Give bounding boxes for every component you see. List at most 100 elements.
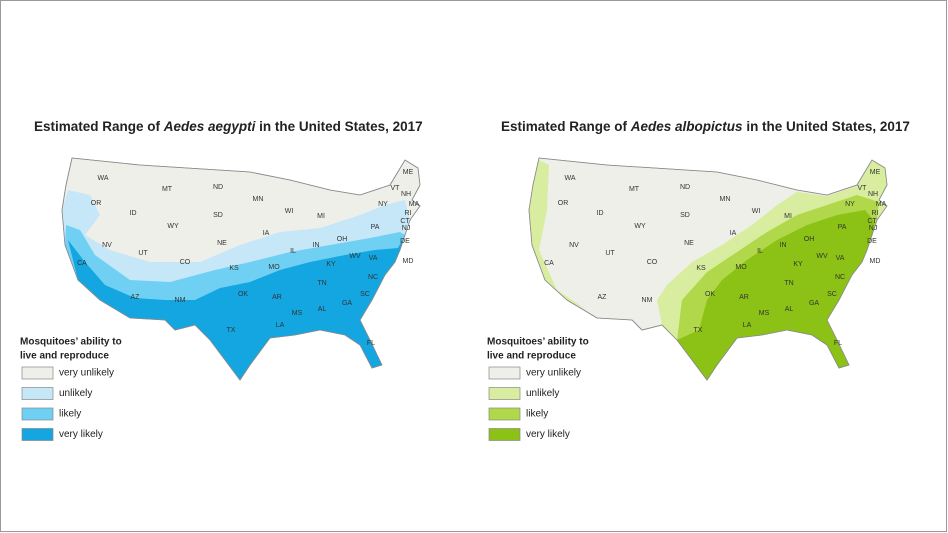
legend-swatch [21, 428, 54, 441]
state-label: IL [757, 248, 763, 255]
state-label: MN [253, 196, 264, 203]
state-label: CA [544, 260, 554, 267]
state-label: WA [564, 175, 575, 182]
range-zone [68, 235, 405, 380]
state-label: MS [759, 310, 770, 317]
state-label: CT [867, 218, 877, 225]
state-label: NE [684, 240, 694, 247]
map-title: Estimated Range of Aedes albopictus in t… [501, 119, 910, 134]
state-label: KS [696, 265, 706, 272]
map-title: Estimated Range of Aedes aegypti in the … [34, 119, 423, 134]
state-label: VT [858, 185, 868, 192]
state-label: TX [227, 327, 236, 334]
legend-label: very likely [526, 429, 570, 440]
state-label: RI [872, 210, 879, 217]
state-label: VT [391, 185, 401, 192]
state-label: TN [317, 280, 326, 287]
state-label: ME [403, 169, 414, 176]
state-label: MO [735, 264, 747, 271]
state-label: MS [292, 310, 303, 317]
legend-swatch [488, 407, 521, 421]
species-name: Aedes albopictus [630, 119, 743, 134]
state-label: ND [680, 184, 690, 191]
species-name: Aedes aegypti [163, 119, 256, 134]
state-label: MT [162, 186, 173, 193]
legend-title: live and reproduce [487, 351, 576, 362]
state-label: ME [870, 169, 881, 176]
legend-swatch [488, 387, 521, 400]
title-text: Estimated Range of [34, 119, 164, 134]
state-label: CO [647, 259, 658, 266]
state-label: WV [349, 253, 361, 260]
map-panel: Estimated Range of Aedes aegypti in the … [20, 119, 423, 441]
state-label: PA [371, 224, 380, 231]
state-label: NC [835, 274, 845, 281]
legend-title: live and reproduce [20, 351, 109, 362]
state-label: UT [605, 250, 615, 257]
state-label: GA [342, 300, 352, 307]
legend-label: likely [526, 409, 548, 420]
state-label: WA [97, 175, 108, 182]
legend-label: very likely [59, 429, 103, 440]
state-label: ID [597, 210, 604, 217]
state-label: KY [793, 261, 803, 268]
state-label: MN [720, 196, 731, 203]
state-label: SC [360, 291, 370, 298]
state-label: SD [213, 212, 223, 219]
state-label: AR [739, 294, 749, 301]
legend-label: unlikely [526, 388, 559, 399]
state-label: LA [743, 322, 752, 329]
state-label: SC [827, 291, 837, 298]
us-border [61, 157, 421, 381]
state-label: ID [130, 210, 137, 217]
state-label: WI [752, 208, 761, 215]
state-label: GA [809, 300, 819, 307]
legend-swatch [21, 407, 54, 421]
legend-label: very unlikely [526, 368, 581, 379]
state-label: CA [77, 260, 87, 267]
state-label: VA [369, 255, 378, 262]
state-label: AL [318, 306, 327, 313]
state-label: OK [705, 291, 715, 298]
title-text: in the United States, 2017 [743, 119, 910, 134]
legend-label: very unlikely [59, 368, 114, 379]
title-text: in the United States, 2017 [255, 119, 422, 134]
state-label: PA [838, 224, 847, 231]
legend-swatch [488, 366, 521, 380]
state-label: TN [784, 280, 793, 287]
state-label: NM [175, 297, 186, 304]
state-label: ND [213, 184, 223, 191]
state-label: AL [785, 306, 794, 313]
state-label: WI [285, 208, 294, 215]
legend-swatch [21, 387, 54, 400]
state-label: NH [401, 191, 411, 198]
legend-swatch [488, 428, 521, 441]
state-label: NH [868, 191, 878, 198]
state-label: MO [268, 264, 280, 271]
state-label: NC [368, 274, 378, 281]
state-label: OH [804, 236, 815, 243]
state-label: MI [784, 213, 792, 220]
state-label: CT [400, 218, 410, 225]
state-label: RI [405, 210, 412, 217]
state-label: IA [730, 230, 737, 237]
state-label: IA [263, 230, 270, 237]
state-label: MD [870, 258, 881, 265]
state-label: MA [876, 201, 887, 208]
legend-title: Mosquitoes’ ability to [20, 337, 122, 348]
state-label: FL [834, 340, 842, 347]
state-label: SD [680, 212, 690, 219]
state-label: DE [400, 238, 410, 245]
state-label: OH [337, 236, 348, 243]
state-label: NM [642, 297, 653, 304]
state-label: KS [229, 265, 239, 272]
state-label: IN [313, 242, 320, 249]
state-label: NY [378, 201, 388, 208]
map-panel: Estimated Range of Aedes albopictus in t… [487, 119, 910, 441]
state-label: IN [780, 242, 787, 249]
state-label: CO [180, 259, 191, 266]
state-label: WY [167, 223, 179, 230]
state-label: MT [629, 186, 640, 193]
